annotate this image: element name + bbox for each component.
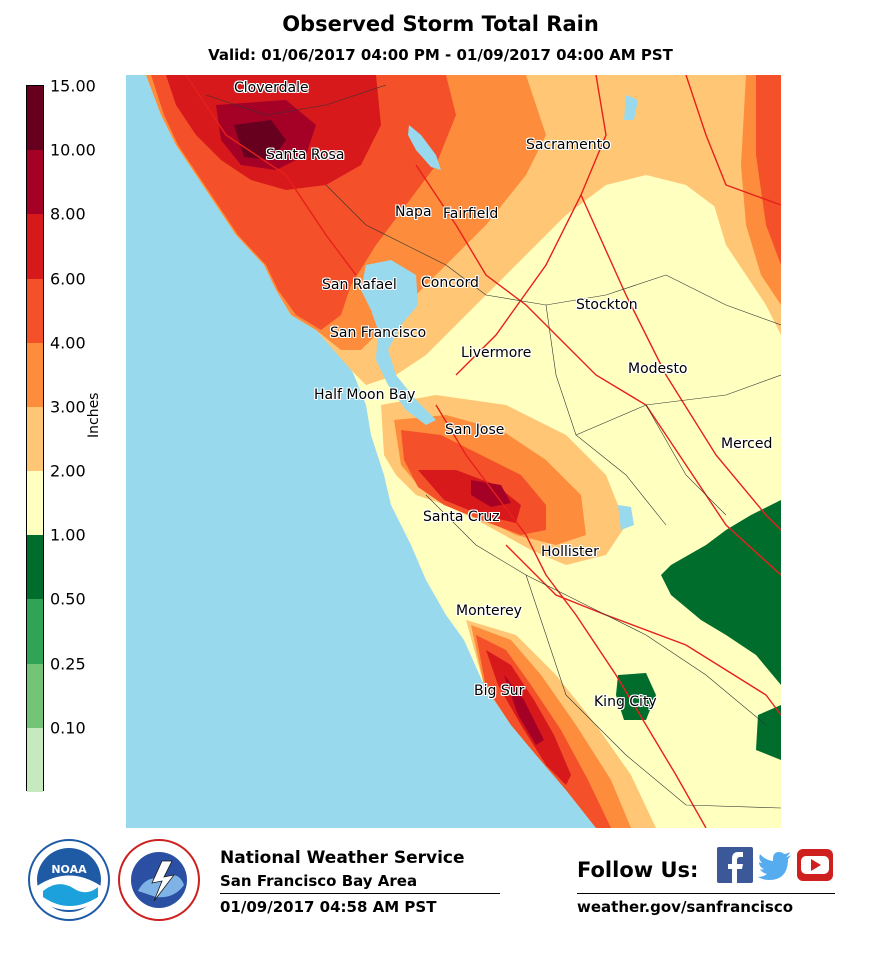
city-label: Stockton xyxy=(576,297,638,313)
rainfall-map xyxy=(126,75,781,828)
city-label: Monterey xyxy=(456,603,522,619)
footer-organization: National Weather Service xyxy=(220,848,465,868)
legend-color-swatch xyxy=(27,599,43,665)
rain-10-15-north xyxy=(234,120,286,160)
legend-tick-label: 4.00 xyxy=(50,333,86,353)
facebook-icon[interactable] xyxy=(717,847,753,883)
legend-tick-label: 1.00 xyxy=(50,525,86,545)
sf-bay xyxy=(361,260,436,425)
legend-color-swatch xyxy=(27,214,43,280)
county-lines xyxy=(205,84,781,809)
legend-tick-label: 8.00 xyxy=(50,204,86,224)
city-label: King City xyxy=(594,694,657,710)
legend-color-swatch xyxy=(27,727,43,793)
legend-color-swatch xyxy=(27,471,43,536)
valid-period: Valid: 01/06/2017 04:00 PM - 01/09/2017 … xyxy=(208,46,673,64)
rain-05-1-southeast xyxy=(756,705,781,760)
city-label: Merced xyxy=(721,436,773,452)
legend-tick-label: 3.00 xyxy=(50,397,86,417)
city-label: Fairfield xyxy=(443,206,499,222)
footer-divider-left xyxy=(220,893,500,894)
city-label: San Francisco xyxy=(330,325,427,341)
legend-color-swatch xyxy=(27,406,43,472)
rainfall-map-canvas xyxy=(146,75,781,828)
website-link[interactable]: weather.gov/sanfrancisco xyxy=(577,898,794,916)
city-label: Livermore xyxy=(461,345,532,361)
legend-color-swatch xyxy=(27,342,43,408)
footer-divider-right xyxy=(577,893,835,894)
city-label: Cloverdale xyxy=(234,80,309,96)
follow-us-label: Follow Us: xyxy=(577,858,699,882)
city-label: San Jose xyxy=(445,422,505,438)
legend-tick-label: 0.50 xyxy=(50,589,86,609)
city-label: Napa xyxy=(395,204,432,220)
legend-axis-label: Inches xyxy=(86,392,102,438)
color-legend-bar xyxy=(26,85,44,793)
clear-lake xyxy=(408,125,441,170)
noaa-logo-icon: NOAA xyxy=(28,839,110,921)
legend-tick-label: 0.25 xyxy=(50,654,86,674)
city-label: Half Moon Bay xyxy=(314,387,416,403)
footer-office-area: San Francisco Bay Area xyxy=(220,872,418,890)
nws-logo-icon xyxy=(118,839,200,921)
legend-color-swatch xyxy=(27,535,43,600)
city-label: Modesto xyxy=(628,361,688,377)
youtube-icon[interactable] xyxy=(797,847,833,883)
rain-05-1-kingcity xyxy=(616,673,656,720)
folsom-lake xyxy=(624,95,638,120)
legend-color-swatch xyxy=(27,86,43,151)
city-label: Hollister xyxy=(541,544,599,560)
san-luis-reservoir xyxy=(618,505,634,530)
svg-text:NOAA: NOAA xyxy=(51,863,87,876)
rain-8-10-santacruz xyxy=(471,480,511,507)
legend-color-swatch xyxy=(27,663,43,729)
city-label: Concord xyxy=(421,275,479,291)
city-label: San Rafael xyxy=(322,277,397,293)
rain-4-6-northeast xyxy=(756,75,781,265)
city-label: Big Sur xyxy=(474,683,525,699)
city-label: Santa Rosa xyxy=(266,147,345,163)
rain-05-1-salinas-east xyxy=(661,500,781,685)
footer-issued-time: 01/09/2017 04:58 AM PST xyxy=(220,898,437,916)
rain-8-10-bigsur xyxy=(504,675,544,745)
legend-tick-label: 6.00 xyxy=(50,269,86,289)
legend-tick-label: 15.00 xyxy=(50,76,96,96)
legend-color-swatch xyxy=(27,150,43,215)
city-label: Santa Cruz xyxy=(423,509,500,525)
city-label: Sacramento xyxy=(526,137,611,153)
map-title: Observed Storm Total Rain xyxy=(282,12,599,36)
legend-tick-label: 10.00 xyxy=(50,140,96,160)
legend-tick-label: 0.10 xyxy=(50,718,86,738)
rain-6-8-santacruz xyxy=(418,470,521,523)
twitter-icon[interactable] xyxy=(757,847,793,883)
legend-tick-label: 2.00 xyxy=(50,461,86,481)
legend-color-swatch xyxy=(27,278,43,344)
